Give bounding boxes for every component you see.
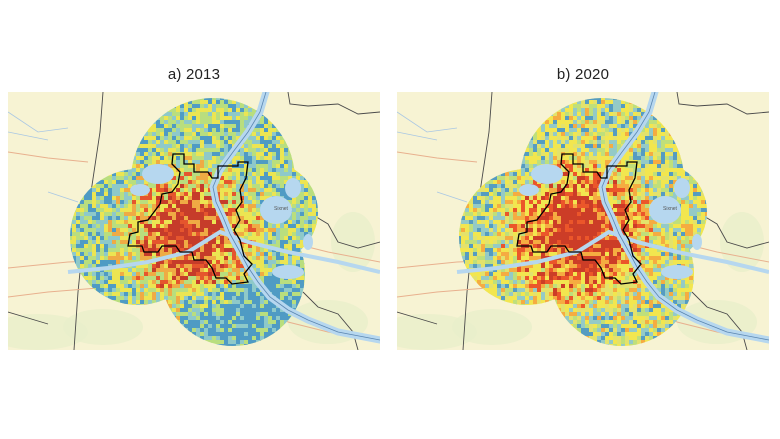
river-tributary (67, 229, 380, 274)
stream-line (436, 191, 468, 203)
admin-boundary-line (696, 211, 769, 249)
lake (260, 196, 292, 224)
park-area (63, 309, 143, 345)
stream-line (8, 131, 49, 141)
panel-title-2013: a) 2013 (167, 66, 221, 83)
place-label: Sixnet (274, 206, 289, 212)
lake (519, 184, 539, 196)
map-canvas-2020: Sixnet (397, 92, 769, 350)
park-area (452, 309, 532, 345)
road-line (397, 151, 478, 163)
admin-boundary-line (8, 311, 49, 325)
lake (303, 234, 313, 250)
lake (692, 234, 702, 250)
lake (272, 265, 304, 279)
admin-boundary-line (397, 311, 438, 325)
road-line (8, 151, 89, 163)
lake (531, 164, 563, 184)
stream-line (397, 111, 458, 133)
park-area (720, 212, 764, 272)
admin-boundary-line (676, 92, 769, 115)
lake (285, 178, 301, 198)
lake (661, 265, 693, 279)
road-line (8, 287, 99, 298)
river-outline (601, 92, 769, 341)
admin-boundary-line (307, 211, 380, 249)
stream-line (8, 111, 69, 133)
lake (142, 164, 174, 184)
map-panel-2013: Sixnet (8, 92, 380, 350)
admin-boundary-line (287, 92, 380, 115)
road-line (397, 287, 488, 298)
water-bodies (67, 92, 380, 344)
stream-line (47, 191, 79, 203)
map-panel-2020: Sixnet (397, 92, 769, 350)
place-label: Sixnet (663, 206, 678, 212)
stream-line (397, 131, 438, 141)
lake (130, 184, 150, 196)
city-boundary (127, 153, 253, 285)
river-outline (212, 92, 380, 341)
park-area (331, 212, 375, 272)
panel-title-2020: b) 2020 (556, 66, 610, 83)
lake (674, 178, 690, 198)
map-canvas-2013: Sixnet (8, 92, 380, 350)
lake (649, 196, 681, 224)
city-boundary (516, 153, 642, 285)
river-tributary (456, 229, 769, 274)
water-bodies (456, 92, 769, 344)
